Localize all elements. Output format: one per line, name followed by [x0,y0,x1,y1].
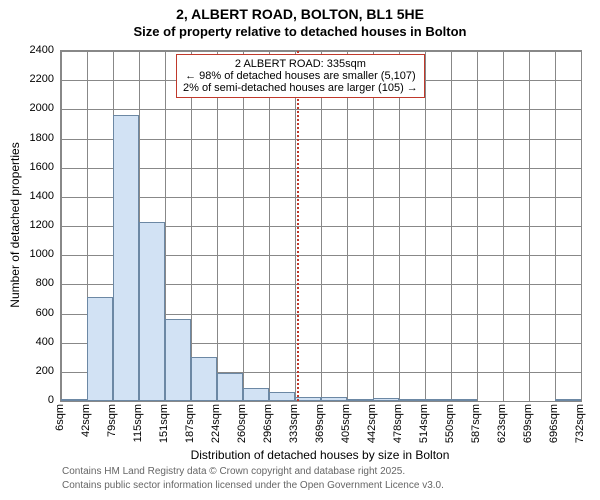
y-tick-label: 0 [14,394,54,406]
histogram-plot: 2 ALBERT ROAD: 335sqm← 98% of detached h… [60,50,582,402]
x-tick-label: 696sqm [548,404,560,454]
grid-line-v [269,51,270,401]
x-tick-label: 623sqm [496,404,508,454]
annotation-line: 2 ALBERT ROAD: 335sqm [183,58,418,70]
y-tick-label: 1400 [14,190,54,202]
y-tick-label: 600 [14,307,54,319]
x-tick-label: 224sqm [210,404,222,454]
x-tick-label: 369sqm [314,404,326,454]
x-tick-label: 115sqm [132,404,144,454]
histogram-bar [191,357,218,401]
grid-line-v [451,51,452,401]
x-tick-label: 405sqm [340,404,352,454]
grid-line-v [555,51,556,401]
x-tick-label: 514sqm [418,404,430,454]
grid-line-v [477,51,478,401]
x-tick-label: 333sqm [288,404,300,454]
histogram-bar [425,399,451,401]
x-tick-label: 587sqm [470,404,482,454]
histogram-bar [373,398,399,401]
grid-line-v [581,51,582,401]
x-tick-label: 550sqm [444,404,456,454]
x-tick-label: 659sqm [522,404,534,454]
x-tick-label: 187sqm [184,404,196,454]
annotation-line: 2% of semi-detached houses are larger (1… [183,82,418,94]
grid-line-v [373,51,374,401]
histogram-bar [399,399,425,401]
grid-line-v [399,51,400,401]
x-tick-label: 79sqm [106,404,118,454]
histogram-bar [61,399,87,401]
grid-line-h [61,401,581,402]
x-tick-label: 260sqm [236,404,248,454]
x-tick-label: 478sqm [392,404,404,454]
grid-line-v [425,51,426,401]
histogram-bar [243,388,269,401]
y-tick-label: 1000 [14,248,54,260]
histogram-bar [269,392,296,401]
y-tick-label: 200 [14,365,54,377]
chart-title: 2, ALBERT ROAD, BOLTON, BL1 5HE [0,0,600,22]
reference-line [297,51,299,401]
chart-subtitle: Size of property relative to detached ho… [0,22,600,43]
histogram-bar [451,399,478,401]
y-tick-label: 2200 [14,73,54,85]
x-tick-label: 151sqm [158,404,170,454]
grid-line-v [191,51,192,401]
annotation-box: 2 ALBERT ROAD: 335sqm← 98% of detached h… [176,54,425,98]
x-tick-label: 42sqm [80,404,92,454]
grid-line-v [529,51,530,401]
histogram-bar [555,399,581,401]
histogram-bar [165,319,191,401]
annotation-line: ← 98% of detached houses are smaller (5,… [183,70,418,82]
x-tick-label: 6sqm [54,404,66,454]
x-tick-label: 442sqm [366,404,378,454]
grid-line-v [347,51,348,401]
grid-line-v [321,51,322,401]
y-tick-label: 1600 [14,161,54,173]
histogram-bar [295,397,321,401]
y-tick-label: 400 [14,336,54,348]
grid-line-v [503,51,504,401]
x-tick-label: 732sqm [574,404,586,454]
y-tick-label: 1200 [14,219,54,231]
y-tick-label: 1800 [14,132,54,144]
histogram-bar [113,115,139,401]
grid-line-v [243,51,244,401]
histogram-bar [347,399,374,401]
histogram-bar [139,222,165,401]
histogram-bar [87,297,114,401]
histogram-bar [217,373,243,401]
grid-line-v [61,51,62,401]
x-tick-label: 296sqm [262,404,274,454]
attribution-1: Contains HM Land Registry data © Crown c… [62,466,405,477]
y-tick-label: 2400 [14,44,54,56]
y-tick-label: 2000 [14,102,54,114]
attribution-2: Contains public sector information licen… [62,480,444,491]
grid-line-v [217,51,218,401]
y-tick-label: 800 [14,277,54,289]
histogram-bar [321,397,347,401]
